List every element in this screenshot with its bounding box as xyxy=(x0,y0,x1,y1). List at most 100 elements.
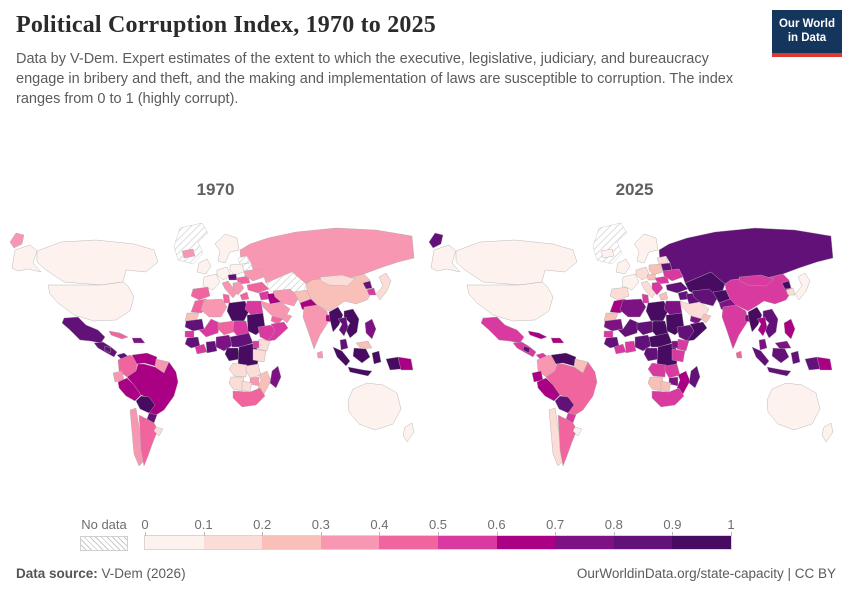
country-region-alaska xyxy=(11,244,42,273)
country-region-thailand xyxy=(756,316,768,337)
country-region-eastern-europe xyxy=(648,263,664,276)
country-region-belarus xyxy=(241,262,254,272)
country-region-algeria xyxy=(619,298,647,318)
legend-color-segment xyxy=(379,536,438,549)
country-region-zambia xyxy=(245,363,262,379)
country-region-usa xyxy=(466,281,554,322)
choropleth-svg-1970 xyxy=(9,222,415,467)
legend-tick-mark xyxy=(438,532,439,536)
country-region-cuba xyxy=(527,330,548,340)
country-region-south-africa xyxy=(651,387,685,408)
country-region-indonesia xyxy=(751,346,821,377)
country-region-india xyxy=(721,304,749,350)
country-region-eastern-europe xyxy=(229,263,245,276)
world-map-2025 xyxy=(425,220,844,485)
chart-header: Political Corruption Index, 1970 to 2025… xyxy=(16,12,750,109)
country-region-somalia xyxy=(267,321,289,342)
legend-no-data: No data xyxy=(80,517,128,551)
country-region-somalia xyxy=(686,321,708,342)
legend-tick-mark xyxy=(731,532,732,536)
legend-tick-label: 0.1 xyxy=(194,517,213,532)
country-region-sri-lanka xyxy=(735,350,743,359)
data-source-value: V-Dem (2026) xyxy=(97,566,186,581)
country-region-chukotka-wrap xyxy=(428,232,444,249)
legend-colorbar-wrap: 0 0.1 0.2 0.3 0.4 0.5 0.6 0.7 0.8 0.9 1 xyxy=(141,517,735,551)
country-region-madagascar xyxy=(269,365,282,389)
legend-tick-label: 1 xyxy=(727,517,735,532)
legend-color-segment xyxy=(262,536,321,549)
country-region-canada xyxy=(455,239,578,286)
country-region-greece xyxy=(239,291,250,301)
country-region-australia xyxy=(347,382,402,431)
choropleth-svg-2025 xyxy=(428,222,834,467)
legend-color-segment xyxy=(555,536,614,549)
legend-tick-label: 0.7 xyxy=(546,517,565,532)
country-region-nicaragua xyxy=(522,345,531,354)
country-region-india xyxy=(302,304,330,350)
maps-row: 1970 2025 xyxy=(6,180,844,485)
country-region-iceland xyxy=(181,248,196,259)
country-region-central-europe xyxy=(216,266,232,281)
data-source-label: Data source: xyxy=(16,566,98,581)
chart-footer: Data source: V-Dem (2026) OurWorldinData… xyxy=(16,566,836,581)
country-region-papua-new-guinea xyxy=(397,356,414,371)
country-region-scandinavia xyxy=(214,233,240,264)
legend-tick-mark xyxy=(320,532,322,536)
country-region-indonesia xyxy=(332,346,402,377)
country-region-gabon-congo xyxy=(224,347,241,362)
legend-tick-label: 0.2 xyxy=(253,517,272,532)
country-region-france xyxy=(202,273,221,291)
country-region-greenland xyxy=(592,222,628,265)
country-region-turkey xyxy=(665,281,689,294)
country-region-uruguay xyxy=(572,426,583,437)
country-region-central-europe xyxy=(635,266,651,281)
country-region-usa xyxy=(47,281,135,322)
country-region-myanmar xyxy=(747,306,763,333)
country-region-scandinavia xyxy=(633,233,659,264)
year-label-left: 1970 xyxy=(196,180,235,199)
country-region-greenland xyxy=(173,222,209,265)
country-region-france xyxy=(621,273,640,291)
world-map-1970 xyxy=(6,220,425,485)
country-region-algeria xyxy=(200,298,228,318)
country-region-russia xyxy=(239,227,415,285)
country-region-turkey xyxy=(246,281,270,294)
chart-title: Political Corruption Index, 1970 to 2025 xyxy=(16,12,436,38)
country-region-uk-ireland xyxy=(196,258,212,275)
country-region-brazil xyxy=(545,361,598,418)
legend-tick-label: 0.6 xyxy=(487,517,506,532)
country-region-philippines xyxy=(364,318,377,340)
country-region-paraguay xyxy=(146,412,158,424)
country-region-italy xyxy=(640,280,657,299)
country-region-new-zealand xyxy=(402,422,415,443)
legend-tick-mark xyxy=(262,532,264,536)
country-region-japan xyxy=(375,272,392,301)
country-region-australia xyxy=(766,382,821,431)
legend-tick-mark xyxy=(379,532,381,536)
country-region-baltics xyxy=(237,255,250,265)
legend-tick-mark xyxy=(145,532,146,536)
country-region-kenya xyxy=(257,338,271,352)
country-region-peru xyxy=(536,377,561,402)
country-region-nicaragua xyxy=(103,345,112,354)
country-region-malaysia-borneo xyxy=(355,340,373,350)
country-region-madagascar xyxy=(688,365,701,389)
country-region-tanzania xyxy=(671,348,686,363)
country-region-malay-peninsula xyxy=(339,338,349,351)
country-region-namibia xyxy=(647,376,664,392)
country-region-south-korea xyxy=(785,287,796,296)
country-region-iran xyxy=(691,288,719,307)
country-region-greece xyxy=(658,291,669,301)
country-region-tunisia xyxy=(222,293,231,304)
chart-subtitle: Data by V-Dem. Expert estimates of the e… xyxy=(16,51,734,107)
owid-logo-accent-bar xyxy=(772,52,842,57)
country-region-new-zealand xyxy=(821,422,834,443)
country-region-mongolia xyxy=(738,274,775,287)
country-region-north-korea xyxy=(781,280,792,290)
country-region-gabon-congo xyxy=(643,347,660,362)
country-region-mozambique xyxy=(257,370,272,395)
owid-logo-box: Our World in Data xyxy=(772,10,842,53)
country-region-thailand xyxy=(337,316,349,337)
country-region-niger xyxy=(217,320,238,336)
country-region-sri-lanka xyxy=(316,350,324,359)
